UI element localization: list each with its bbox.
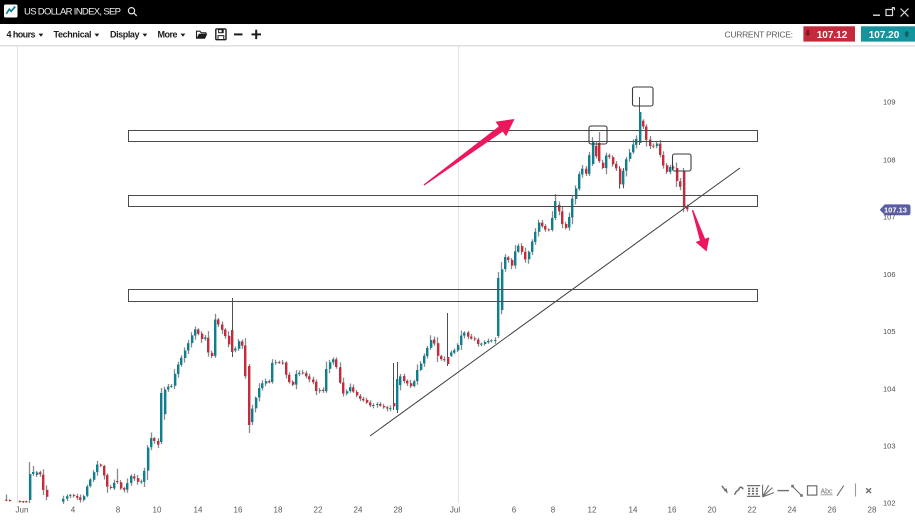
svg-text:20: 20 [708, 506, 717, 515]
svg-text:103: 103 [883, 442, 896, 451]
svg-text:8: 8 [551, 506, 556, 515]
svg-text:28: 28 [868, 506, 877, 515]
svg-text:18: 18 [274, 506, 283, 515]
svg-text:10: 10 [153, 506, 162, 515]
svg-text:107.13: 107.13 [884, 205, 907, 214]
svg-text:26: 26 [828, 506, 837, 515]
svg-text:6: 6 [512, 506, 517, 515]
svg-text:4: 4 [71, 506, 76, 515]
svg-text:24: 24 [354, 506, 363, 515]
svg-text:CURRENT PRICE:: CURRENT PRICE: [725, 29, 794, 39]
svg-text:28: 28 [394, 506, 403, 515]
svg-text:22: 22 [748, 506, 757, 515]
svg-text:24: 24 [788, 506, 797, 515]
svg-text:107: 107 [883, 213, 896, 222]
svg-text:14: 14 [629, 506, 638, 515]
svg-text:Technical: Technical [54, 30, 92, 40]
svg-text:Jul: Jul [450, 506, 460, 515]
svg-text:106: 106 [883, 270, 896, 279]
svg-text:US DOLLAR INDEX, SEP: US DOLLAR INDEX, SEP [24, 7, 122, 18]
svg-text:107.20: 107.20 [869, 30, 900, 41]
svg-text:107.12: 107.12 [817, 30, 848, 41]
svg-text:4 hours: 4 hours [7, 30, 36, 40]
svg-text:22: 22 [314, 506, 323, 515]
svg-text:8: 8 [116, 506, 121, 515]
svg-text:102: 102 [883, 499, 896, 508]
svg-text:Display: Display [110, 30, 140, 40]
svg-text:16: 16 [234, 506, 243, 515]
svg-text:109: 109 [883, 98, 896, 107]
svg-text:Abc: Abc [821, 489, 834, 496]
svg-text:104: 104 [883, 385, 896, 394]
svg-text:12: 12 [588, 506, 597, 515]
svg-text:14: 14 [194, 506, 203, 515]
svg-text:108: 108 [883, 156, 896, 165]
svg-text:16: 16 [668, 506, 677, 515]
svg-text:105: 105 [883, 327, 896, 336]
svg-text:More: More [158, 30, 178, 40]
svg-text:Jun: Jun [16, 506, 29, 515]
